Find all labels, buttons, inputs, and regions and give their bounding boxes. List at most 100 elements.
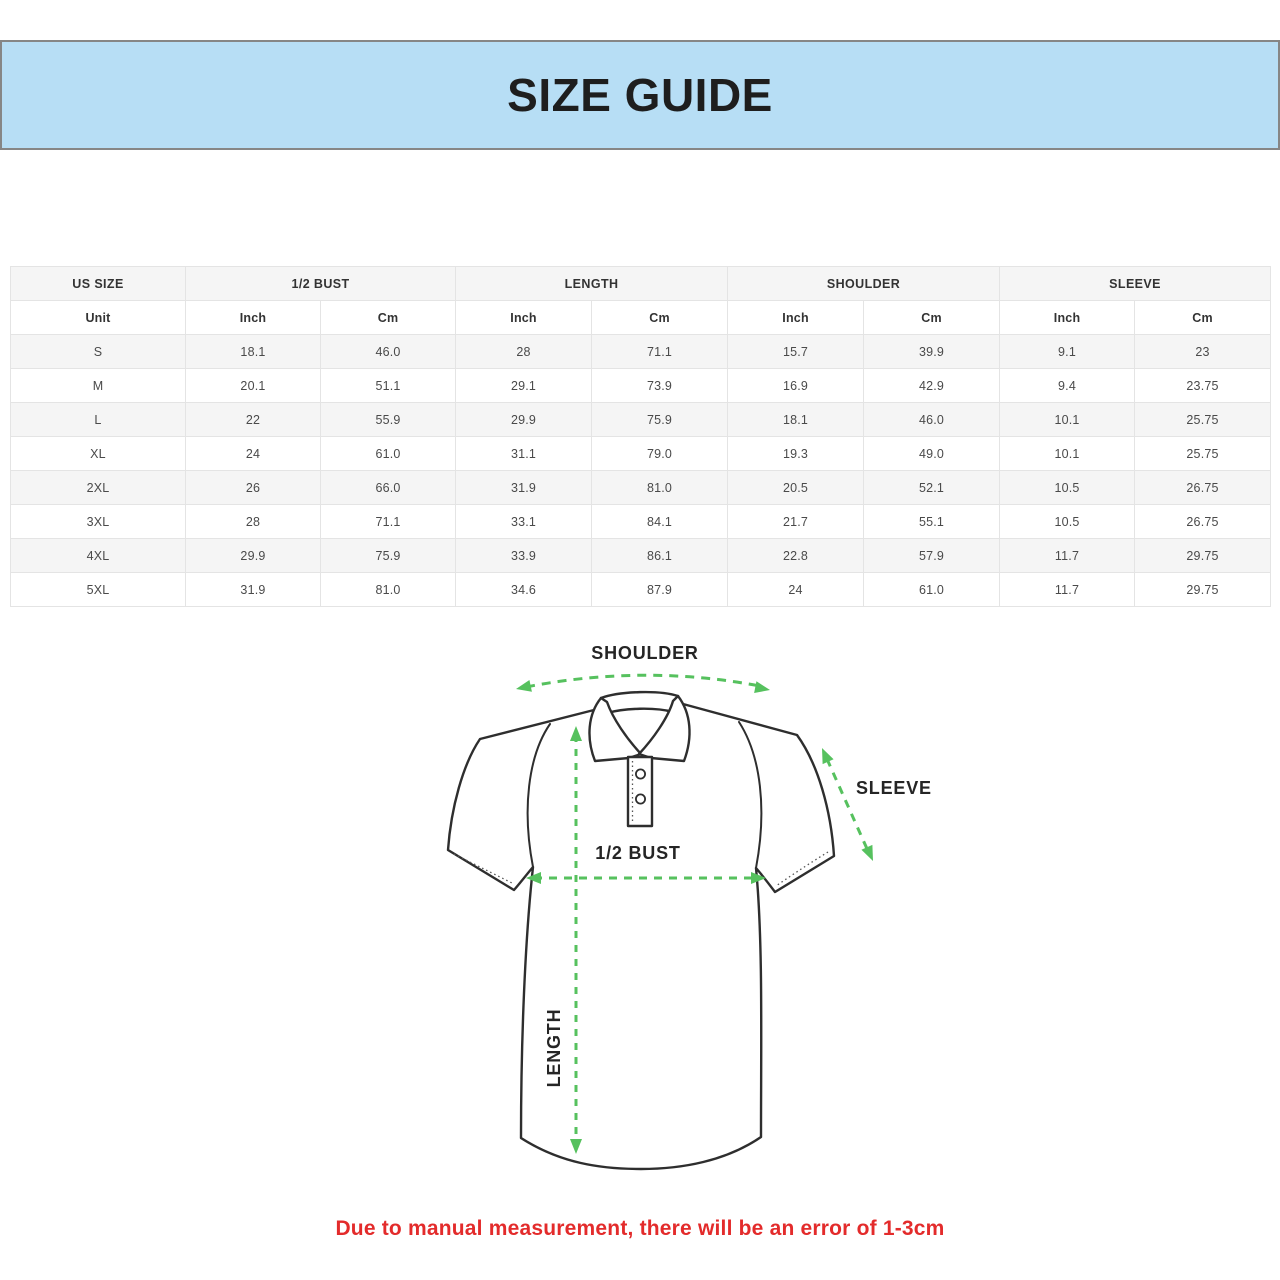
size-cell: L <box>10 402 186 437</box>
value-cell: 9.4 <box>999 368 1136 403</box>
size-guide-banner: SIZE GUIDE <box>0 40 1280 150</box>
value-cell: 25.75 <box>1134 436 1272 471</box>
size-cell: 5XL <box>10 572 186 607</box>
value-cell: 22.8 <box>727 538 865 573</box>
value-cell: 81.0 <box>591 470 729 505</box>
value-cell: 73.9 <box>591 368 729 403</box>
value-cell: 39.9 <box>863 334 1001 369</box>
value-cell: 28 <box>455 334 593 369</box>
column-group-header: SLEEVE <box>999 266 1272 301</box>
size-table: US SIZE 1/2 BUST LENGTH SHOULDER SLEEVE … <box>10 266 1272 607</box>
unit-header: Cm <box>863 300 1001 335</box>
size-cell: 4XL <box>10 538 186 573</box>
size-cell: S <box>10 334 186 369</box>
value-cell: 15.7 <box>727 334 865 369</box>
page-title: SIZE GUIDE <box>507 69 773 121</box>
size-cell: XL <box>10 436 186 471</box>
column-group-header: US SIZE <box>10 266 186 301</box>
value-cell: 28 <box>185 504 321 539</box>
value-cell: 31.9 <box>185 572 321 607</box>
polo-shirt-diagram-icon <box>446 673 879 1171</box>
value-cell: 79.0 <box>591 436 729 471</box>
unit-header: Cm <box>1134 300 1272 335</box>
value-cell: 33.1 <box>455 504 593 539</box>
value-cell: 71.1 <box>319 504 457 539</box>
value-cell: 16.9 <box>727 368 865 403</box>
value-cell: 46.0 <box>319 334 457 369</box>
value-cell: 61.0 <box>863 572 1001 607</box>
value-cell: 66.0 <box>319 470 457 505</box>
value-cell: 20.5 <box>727 470 865 505</box>
unit-header: Unit <box>10 300 186 335</box>
table-row: S 18.1 46.0 28 71.1 15.7 39.9 9.1 23 <box>10 334 1272 369</box>
sleeve-arrow <box>825 758 870 852</box>
value-cell: 42.9 <box>863 368 1001 403</box>
value-cell: 29.9 <box>455 402 593 437</box>
value-cell: 26.75 <box>1134 470 1272 505</box>
measurement-diagram: SHOULDER SLEEVE 1/2 BUST LENGTH <box>430 640 950 1220</box>
value-cell: 75.9 <box>319 538 457 573</box>
table-row: 4XL 29.9 75.9 33.9 86.1 22.8 57.9 11.7 2… <box>10 538 1272 573</box>
value-cell: 9.1 <box>999 334 1136 369</box>
table-row: 2XL 26 66.0 31.9 81.0 20.5 52.1 10.5 26.… <box>10 470 1272 505</box>
value-cell: 29.75 <box>1134 572 1272 607</box>
value-cell: 75.9 <box>591 402 729 437</box>
length-label: LENGTH <box>544 1008 564 1088</box>
value-cell: 81.0 <box>319 572 457 607</box>
value-cell: 29.1 <box>455 368 593 403</box>
unit-header: Cm <box>591 300 729 335</box>
value-cell: 18.1 <box>185 334 321 369</box>
value-cell: 10.5 <box>999 504 1136 539</box>
value-cell: 51.1 <box>319 368 457 403</box>
value-cell: 24 <box>727 572 865 607</box>
value-cell: 49.0 <box>863 436 1001 471</box>
table-row: XL 24 61.0 31.1 79.0 19.3 49.0 10.1 25.7… <box>10 436 1272 471</box>
value-cell: 33.9 <box>455 538 593 573</box>
value-cell: 34.6 <box>455 572 593 607</box>
unit-header: Inch <box>185 300 321 335</box>
value-cell: 21.7 <box>727 504 865 539</box>
value-cell: 11.7 <box>999 538 1136 573</box>
size-cell: 2XL <box>10 470 186 505</box>
value-cell: 61.0 <box>319 436 457 471</box>
value-cell: 87.9 <box>591 572 729 607</box>
value-cell: 57.9 <box>863 538 1001 573</box>
value-cell: 10.5 <box>999 470 1136 505</box>
value-cell: 19.3 <box>727 436 865 471</box>
table-row: 5XL 31.9 81.0 34.6 87.9 24 61.0 11.7 29.… <box>10 572 1272 607</box>
value-cell: 31.9 <box>455 470 593 505</box>
column-group-header: LENGTH <box>455 266 729 301</box>
unit-header: Cm <box>319 300 457 335</box>
value-cell: 52.1 <box>863 470 1001 505</box>
value-cell: 86.1 <box>591 538 729 573</box>
size-cell: 3XL <box>10 504 186 539</box>
value-cell: 11.7 <box>999 572 1136 607</box>
shoulder-arrow <box>525 673 761 689</box>
value-cell: 55.1 <box>863 504 1001 539</box>
table-row: M 20.1 51.1 29.1 73.9 16.9 42.9 9.4 23.7… <box>10 368 1272 403</box>
sleeve-label: SLEEVE <box>856 778 932 798</box>
size-cell: M <box>10 368 186 403</box>
value-cell: 55.9 <box>319 402 457 437</box>
bust-label: 1/2 BUST <box>595 843 681 863</box>
value-cell: 22 <box>185 402 321 437</box>
value-cell: 23 <box>1134 334 1272 369</box>
value-cell: 29.9 <box>185 538 321 573</box>
unit-header: Inch <box>727 300 865 335</box>
column-group-header: SHOULDER <box>727 266 1001 301</box>
value-cell: 20.1 <box>185 368 321 403</box>
measurement-disclaimer: Due to manual measurement, there will be… <box>335 1217 945 1240</box>
value-cell: 84.1 <box>591 504 729 539</box>
value-cell: 18.1 <box>727 402 865 437</box>
table-unit-row: Unit Inch Cm Inch Cm Inch Cm Inch Cm <box>10 300 1272 335</box>
value-cell: 31.1 <box>455 436 593 471</box>
value-cell: 26.75 <box>1134 504 1272 539</box>
table-row: L 22 55.9 29.9 75.9 18.1 46.0 10.1 25.75 <box>10 402 1272 437</box>
shoulder-label: SHOULDER <box>591 643 699 663</box>
value-cell: 26 <box>185 470 321 505</box>
value-cell: 46.0 <box>863 402 1001 437</box>
value-cell: 10.1 <box>999 402 1136 437</box>
value-cell: 24 <box>185 436 321 471</box>
value-cell: 29.75 <box>1134 538 1272 573</box>
table-group-header-row: US SIZE 1/2 BUST LENGTH SHOULDER SLEEVE <box>10 266 1272 301</box>
